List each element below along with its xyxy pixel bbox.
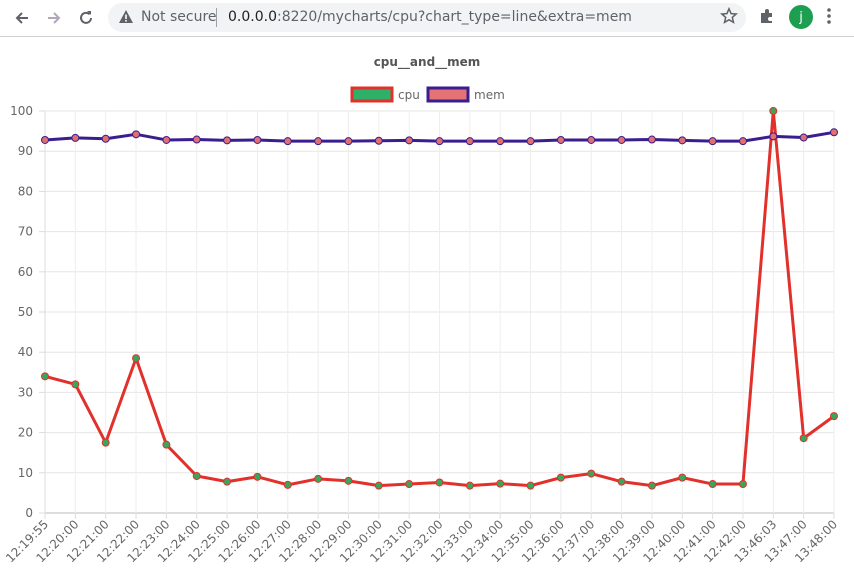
- data-point-mem[interactable]: [617, 135, 626, 144]
- data-point-mem[interactable]: [465, 137, 474, 146]
- chart-grid: [44, 110, 835, 514]
- data-point-cpu[interactable]: [830, 412, 838, 421]
- data-point-cpu[interactable]: [465, 481, 474, 490]
- data-point-mem[interactable]: [253, 135, 262, 144]
- data-point-mem[interactable]: [192, 135, 201, 144]
- data-point-mem[interactable]: [556, 135, 565, 144]
- data-point-mem[interactable]: [132, 130, 141, 139]
- legend-label-mem: mem: [474, 88, 505, 102]
- data-point-cpu[interactable]: [799, 434, 808, 443]
- data-point-mem[interactable]: [799, 133, 808, 142]
- url-path: :8220/mycharts/cpu?chart_type=line&extra…: [276, 9, 632, 25]
- y-tick-label: 90: [18, 144, 33, 158]
- back-arrow-icon[interactable]: [10, 6, 34, 30]
- data-point-cpu[interactable]: [556, 473, 565, 482]
- url-text[interactable]: 0.0.0.0:8220/mycharts/cpu?chart_type=lin…: [228, 9, 632, 25]
- data-point-mem[interactable]: [283, 137, 292, 146]
- data-point-mem[interactable]: [769, 132, 778, 141]
- data-point-mem[interactable]: [678, 136, 687, 145]
- chart-legend: cpu mem: [350, 86, 505, 103]
- y-tick-label: 50: [18, 305, 33, 319]
- forward-arrow-icon[interactable]: [42, 6, 66, 30]
- data-point-mem[interactable]: [496, 137, 505, 146]
- data-point-cpu[interactable]: [617, 477, 626, 486]
- data-point-mem[interactable]: [71, 133, 80, 142]
- reload-icon[interactable]: [74, 6, 98, 30]
- data-point-cpu[interactable]: [253, 472, 262, 481]
- data-point-cpu[interactable]: [435, 478, 444, 487]
- data-point-cpu[interactable]: [101, 438, 110, 447]
- data-point-cpu[interactable]: [71, 380, 80, 389]
- data-point-mem[interactable]: [435, 137, 444, 146]
- data-point-cpu[interactable]: [162, 440, 171, 449]
- data-point-mem[interactable]: [314, 137, 323, 146]
- data-point-cpu[interactable]: [223, 477, 232, 486]
- browser-toolbar: Not secure 0.0.0.0:8220/mycharts/cpu?cha…: [0, 0, 854, 37]
- y-tick-label: 0: [25, 506, 33, 520]
- data-point-cpu[interactable]: [738, 480, 747, 489]
- url-host: 0.0.0.0: [228, 9, 277, 25]
- data-point-mem[interactable]: [223, 136, 232, 145]
- data-point-cpu[interactable]: [496, 479, 505, 488]
- data-point-mem[interactable]: [344, 137, 353, 146]
- data-point-cpu[interactable]: [587, 469, 596, 478]
- warning-icon[interactable]: [118, 9, 134, 29]
- chart-series: [41, 107, 838, 490]
- data-point-cpu[interactable]: [769, 107, 778, 115]
- data-point-mem[interactable]: [738, 137, 747, 146]
- data-point-cpu[interactable]: [374, 481, 383, 490]
- legend-swatch-mem[interactable]: [426, 86, 470, 103]
- data-point-cpu[interactable]: [344, 476, 353, 485]
- legend-swatch-cpu[interactable]: [350, 86, 394, 103]
- y-tick-label: 20: [18, 426, 33, 440]
- address-bar[interactable]: Not secure 0.0.0.0:8220/mycharts/cpu?cha…: [108, 3, 746, 32]
- data-point-mem[interactable]: [708, 137, 717, 146]
- y-tick-label: 30: [18, 385, 33, 399]
- x-axis: 12:19:5512:20:0012:21:0012:22:0012:23:00…: [3, 513, 840, 565]
- legend-label-cpu: cpu: [398, 88, 420, 102]
- data-point-cpu[interactable]: [405, 480, 414, 489]
- data-point-cpu[interactable]: [132, 354, 141, 363]
- data-point-mem[interactable]: [162, 135, 171, 144]
- y-tick-label: 80: [18, 184, 33, 198]
- data-point-cpu[interactable]: [678, 473, 687, 482]
- security-label[interactable]: Not secure: [141, 9, 217, 25]
- y-tick-label: 100: [10, 104, 33, 118]
- avatar[interactable]: j: [789, 5, 813, 29]
- y-tick-label: 40: [18, 345, 33, 359]
- kebab-menu-icon[interactable]: [826, 7, 832, 29]
- data-point-mem[interactable]: [374, 136, 383, 145]
- data-point-mem[interactable]: [647, 135, 656, 144]
- data-point-mem[interactable]: [830, 128, 838, 137]
- data-point-cpu[interactable]: [647, 481, 656, 490]
- data-point-cpu[interactable]: [526, 481, 535, 490]
- data-point-cpu[interactable]: [314, 474, 323, 483]
- chart-title: cpu__and__mem: [374, 55, 481, 70]
- data-point-mem[interactable]: [41, 135, 49, 144]
- data-point-mem[interactable]: [587, 135, 596, 144]
- data-point-mem[interactable]: [101, 134, 110, 143]
- y-tick-label: 10: [18, 466, 33, 480]
- puzzle-icon[interactable]: [758, 7, 776, 29]
- data-point-mem[interactable]: [526, 137, 535, 146]
- data-point-cpu[interactable]: [283, 480, 292, 489]
- data-point-mem[interactable]: [405, 136, 414, 145]
- y-tick-label: 70: [18, 225, 33, 239]
- line-chart: cpu__and__mem cpu mem 0 10 20 30 40 50 60 70 80 9…: [3, 55, 840, 565]
- y-tick-label: 60: [18, 265, 33, 279]
- data-point-cpu[interactable]: [192, 472, 201, 481]
- y-axis: 0 10 20 30 40 50 60 70 80 90 100: [10, 104, 46, 520]
- data-point-cpu[interactable]: [708, 480, 717, 489]
- data-point-cpu[interactable]: [41, 372, 49, 381]
- star-icon[interactable]: [719, 6, 739, 29]
- omnibox-divider: [216, 8, 217, 27]
